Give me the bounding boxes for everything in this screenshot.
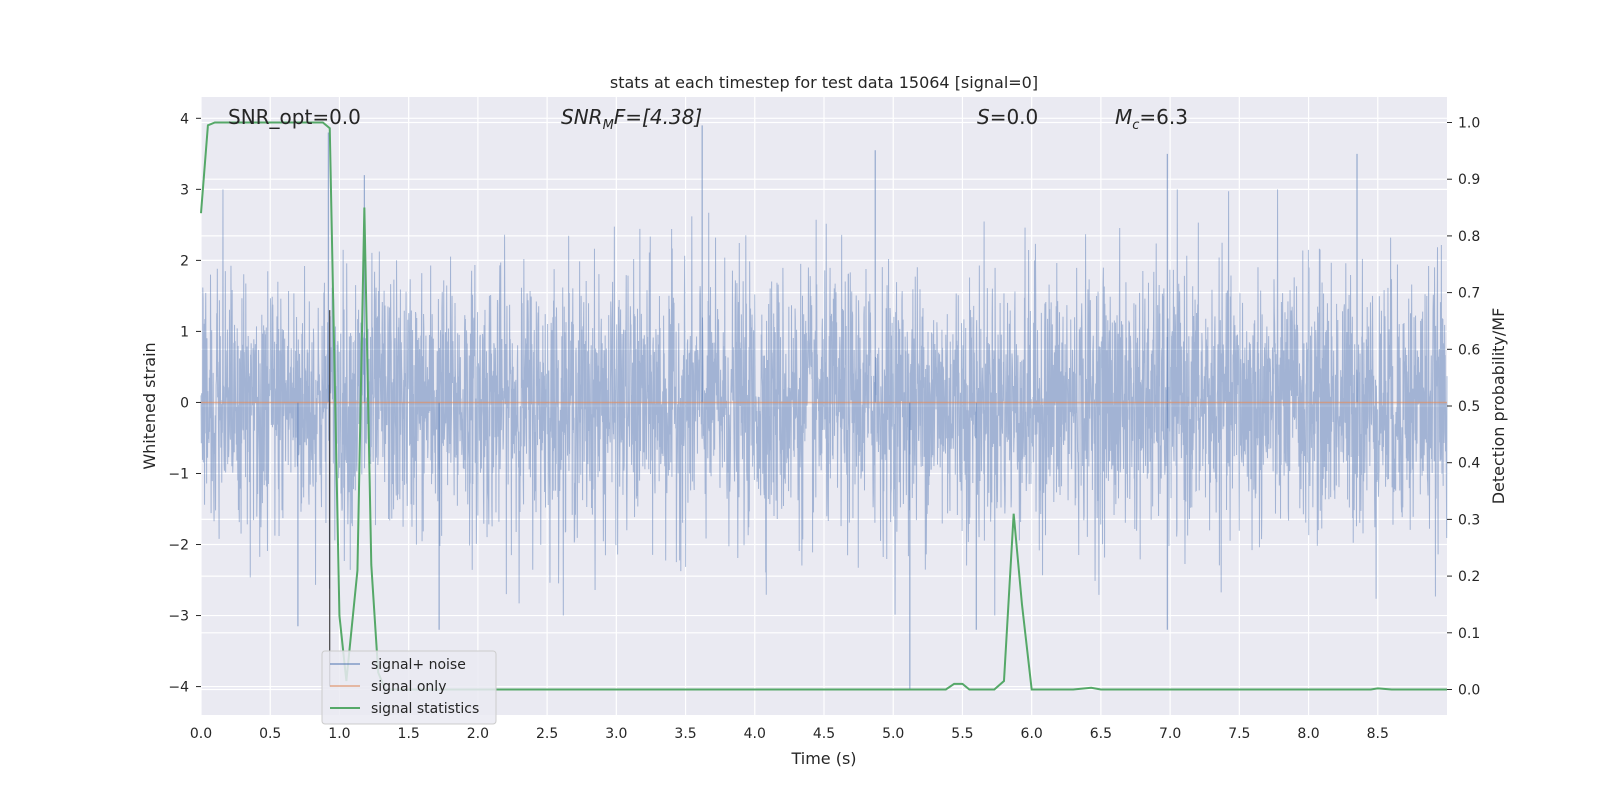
- y-tick-label-right: 0.9: [1458, 172, 1480, 188]
- x-tick-label: 7.0: [1159, 726, 1181, 742]
- x-tick-label: 1.0: [328, 726, 350, 742]
- legend-box: [321, 650, 497, 725]
- annotation-mc-rest: =6.3: [1139, 105, 1188, 129]
- annotation-snr-mf-rest: F=[4.38]: [614, 105, 702, 129]
- annotation-s-main: S: [977, 105, 990, 129]
- x-tick-label: 6.5: [1090, 726, 1112, 742]
- y-tick-label-right: 0.2: [1458, 569, 1480, 585]
- chart-title: stats at each timestep for test data 150…: [610, 73, 1038, 92]
- y-tick-label-right: 1.0: [1458, 116, 1480, 132]
- y-tick-label-right: 0.5: [1458, 399, 1480, 415]
- annotation-snr-mf: SNRMF=[4.38]: [561, 105, 702, 133]
- y-tick-label-left: 3: [180, 182, 189, 198]
- y-tick-label-right: 0.6: [1458, 342, 1480, 358]
- y-tick-label-left: −2: [168, 538, 189, 554]
- legend: signal+ noise signal only signal statist…: [321, 650, 497, 725]
- annotation-snr-mf-main: SNR: [561, 105, 603, 129]
- x-axis-label: Time (s): [790, 749, 856, 768]
- legend-label-statistics: signal statistics: [371, 701, 479, 717]
- x-tick-label: 3.5: [674, 726, 696, 742]
- x-tick-label: 5.5: [951, 726, 973, 742]
- y-tick-label-left: −4: [168, 680, 189, 696]
- x-tick-label: 2.5: [536, 726, 558, 742]
- x-tick-label: 8.0: [1297, 726, 1319, 742]
- y-tick-label-left: −1: [168, 466, 189, 482]
- grid-lines: [200, 97, 1447, 715]
- annotation-mc: Mc=6.3: [1115, 105, 1188, 133]
- noise-series: [200, 125, 1448, 691]
- legend-label-noise: signal+ noise: [371, 657, 466, 673]
- x-tick-label: 4.5: [813, 726, 835, 742]
- x-tick-label: 7.5: [1228, 726, 1250, 742]
- x-tick-label: 2.0: [467, 726, 489, 742]
- left-y-axis-ticks: −4 −3 −2 −1 0 1 2 3 4: [168, 111, 201, 696]
- annotation-snr-mf-sub: M: [603, 118, 614, 133]
- legend-label-signal: signal only: [371, 679, 446, 695]
- y-tick-label-left: 0: [180, 395, 189, 411]
- x-tick-label: 8.5: [1367, 726, 1389, 742]
- annotation-s: S=0.0: [977, 105, 1038, 129]
- annotation-mc-main: M: [1115, 105, 1132, 129]
- y-tick-label-right: 0.0: [1458, 682, 1480, 698]
- right-y-axis-label: Detection probability/MF: [1489, 308, 1508, 505]
- y-tick-label-right: 0.3: [1458, 512, 1480, 528]
- y-tick-label-right: 0.8: [1458, 229, 1480, 245]
- x-tick-label: 0.5: [259, 726, 281, 742]
- x-tick-label: 0.0: [190, 726, 212, 742]
- noise-trace: [200, 189, 1448, 616]
- right-y-axis-ticks: 0.0 0.1 0.2 0.3 0.4 0.5 0.6 0.7 0.8 0.9 1.0: [1447, 116, 1480, 698]
- x-tick-label: 4.0: [744, 726, 766, 742]
- left-y-axis-label: Whitened strain: [140, 342, 159, 469]
- annotation-mc-sub: c: [1132, 118, 1139, 133]
- x-tick-label: 6.0: [1021, 726, 1043, 742]
- y-tick-label-right: 0.7: [1458, 286, 1480, 302]
- annotation-s-rest: =0.0: [990, 105, 1039, 129]
- x-tick-label: 3.0: [605, 726, 627, 742]
- x-tick-label: 5.0: [882, 726, 904, 742]
- y-tick-label-left: −3: [168, 609, 189, 625]
- y-tick-label-left: 1: [180, 324, 189, 340]
- x-axis-ticks: 0.0 0.5 1.0 1.5 2.0 2.5 3.0 3.5 4.0 4.5 5.0 5.5 6.0 6…: [190, 726, 1389, 742]
- x-tick-label: 1.5: [398, 726, 420, 742]
- annotation-snr-opt: SNR_opt=0.0: [228, 105, 361, 129]
- y-tick-label-right: 0.4: [1458, 456, 1480, 472]
- y-tick-label-left: 4: [180, 111, 189, 127]
- y-tick-label-left: 2: [180, 253, 189, 269]
- y-tick-label-right: 0.1: [1458, 626, 1480, 642]
